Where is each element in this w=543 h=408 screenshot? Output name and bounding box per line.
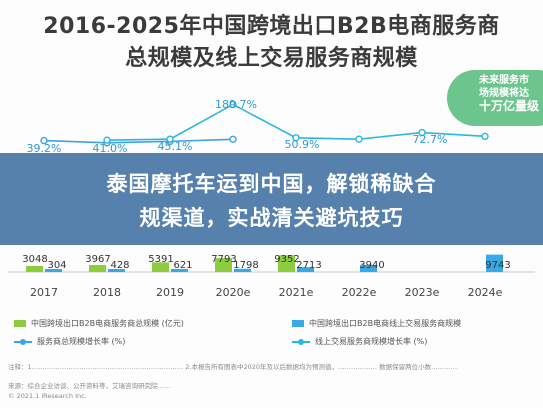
article-banner [0, 153, 543, 245]
tick-label-2021e: 2021e [279, 286, 314, 299]
point-total-rate-2017 [40, 136, 48, 145]
legend-swatch-online-rate [292, 338, 310, 345]
source-note: 来源：综合企业访谈、公开资料等，艾瑞咨询研究院…… [8, 382, 171, 390]
line-total-rate [43, 138, 234, 144]
label-online-rate-2018: 41.0% [93, 142, 128, 155]
label-total-2020e: 7793 [211, 254, 236, 265]
label-online-rate-2019: 45.1% [158, 140, 193, 153]
label-online-2022e: 3940 [359, 260, 384, 271]
label-total-2019: 5391 [148, 254, 173, 265]
tick-label-2019: 2019 [156, 286, 184, 299]
callout-line-1: 未来服务市 [479, 75, 529, 86]
legend-swatch-total [14, 320, 26, 327]
bar-online-2021e [297, 267, 314, 272]
bar-online-2019 [171, 269, 188, 272]
tick-label-2017: 2017 [30, 286, 58, 299]
point-total-rate-2020e [229, 135, 237, 143]
label-online-2019: 621 [173, 260, 192, 271]
bar-online-2020e [234, 268, 251, 272]
point-online-rate-2020e [229, 100, 237, 109]
bar-online-2017 [45, 269, 62, 272]
legend-swatch-total-rate [14, 338, 32, 345]
label-online-2020e: 1798 [233, 260, 258, 271]
legend-label-total-rate: 服务商总规模增长率 (%) [37, 337, 126, 346]
banner-headline-line-1[interactable]: 泰国摩托车运到中国，解锁稀缺合 [106, 172, 437, 196]
point-online-rate-2024e [481, 132, 489, 141]
label-total-2021e: 9352 [274, 254, 299, 265]
tick-label-2020e: 2020e [216, 286, 251, 299]
legend-item-total: 中国跨境出口B2B电商服务商总规模 (亿元) [14, 318, 184, 329]
bar-online-2018 [108, 269, 125, 272]
chart-title-line-2: 总规模及线上交易服务商规模 [125, 46, 418, 71]
bar-total-2020e [215, 258, 232, 272]
callout-line-3: 十万亿量级 [479, 99, 540, 113]
legend-label-online-rate: 线上交易服务商规模增长率 (%) [315, 337, 428, 346]
label-online-2024e: 9743 [485, 260, 510, 271]
bar-online-2022e [360, 264, 377, 272]
label-online-rate-2020e: 189.7% [215, 98, 257, 111]
callout-line-2: 场规模将达 [479, 88, 529, 99]
bar-total-2021e [278, 255, 295, 272]
legend-swatch-online [292, 320, 304, 327]
point-online-rate-2018 [103, 136, 111, 144]
footnote: 注释：1.…………………………………………………………… 2.本报告所有图表中2… [8, 363, 458, 371]
tick-label-2018: 2018 [93, 286, 121, 299]
label-online-2021e: 2713 [296, 260, 321, 271]
legend-item-online: 中国跨境出口B2B电商线上交易服务商规模 [292, 318, 461, 329]
point-online-rate-2022e [355, 135, 363, 143]
bar-total-2017 [26, 266, 43, 272]
point-online-rate-2023e [418, 128, 426, 137]
label-online-2017: 304 [47, 260, 66, 271]
tick-label-2024e: 2024e [468, 286, 503, 299]
bar-total-2018 [89, 264, 106, 272]
label-total-2018: 3967 [85, 254, 110, 265]
legend-label-online: 中国跨境出口B2B电商线上交易服务商规模 [309, 319, 462, 328]
legend-item-online-rate: 线上交易服务商规模增长率 (%) [292, 336, 427, 347]
chart-title-line-1: 2016-2025年中国跨境出口B2B电商服务商 [43, 14, 500, 39]
label-total-rate-2017: 39.2% [27, 142, 62, 155]
label-online-rate-2023e: 72.7% [413, 133, 448, 146]
tick-label-2023e: 2023e [405, 286, 440, 299]
banner-headline-line-2[interactable]: 规渠道，实战清关避坑技巧 [139, 206, 404, 230]
tick-label-2022e: 2022e [342, 286, 377, 299]
copyright-credit: © 2021.1 iResearch Inc. [8, 392, 87, 400]
label-total-2017: 3048 [22, 254, 47, 265]
bar-online-2024e [486, 254, 503, 272]
point-online-rate-2019 [166, 135, 174, 143]
bar-total-2019 [152, 262, 169, 272]
label-online-2018: 428 [110, 260, 129, 271]
legend-item-total-rate: 服务商总规模增长率 (%) [14, 336, 125, 347]
forecast-callout: 未来服务市 场规模将达 十万亿量级 [447, 70, 543, 126]
legend-label-total: 中国跨境出口B2B电商服务商总规模 (亿元) [31, 319, 184, 328]
point-online-rate-2021e [292, 134, 300, 142]
label-online-rate-2021e: 50.9% [285, 138, 320, 151]
